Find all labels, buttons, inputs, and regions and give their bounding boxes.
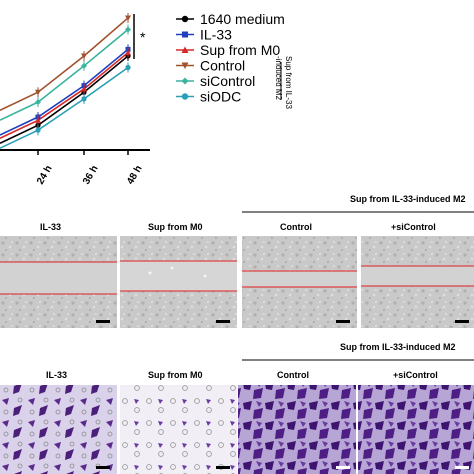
legend-marker <box>181 62 189 69</box>
data-point <box>125 49 131 56</box>
legend-label: Sup from M0 <box>200 42 280 58</box>
data-point <box>81 62 87 69</box>
data-point <box>35 99 41 106</box>
data-point <box>81 85 87 92</box>
wound-image-control <box>242 236 357 328</box>
transwell-label-sicontrol: +siControl <box>393 370 438 380</box>
legend-group-line-2: -induced M2 <box>274 56 283 101</box>
series-markers <box>35 13 131 136</box>
data-point <box>125 64 131 71</box>
legend-marker <box>181 93 189 100</box>
series-line <box>0 28 129 121</box>
transwell-group-header: Sup from IL-33-induced M2 <box>340 342 456 352</box>
transwell-panel: Sup from IL-33-induced M2 IL-33 Sup from… <box>0 342 474 474</box>
data-point <box>35 117 41 123</box>
wound-image-il33 <box>0 236 117 328</box>
transwell-image-sicontrol <box>358 385 474 474</box>
transwell-image-sup-m0 <box>120 385 237 474</box>
legend-label: Control <box>200 58 245 74</box>
data-point <box>125 26 131 33</box>
x-ticks: 24 h 36 h 48 h <box>35 150 145 187</box>
series-line <box>0 52 129 140</box>
wound-label-sup-m0: Sup from M0 <box>148 222 203 232</box>
legend-label: IL-33 <box>200 27 232 43</box>
data-point <box>81 96 87 102</box>
transwell-label-control: Control <box>277 370 309 380</box>
legend-group-line-1: Sup from IL-33 <box>284 56 293 109</box>
significance-marker: * <box>140 29 146 45</box>
data-point <box>125 15 131 21</box>
legend-marker <box>181 46 189 53</box>
transwell-label-sup-m0: Sup from M0 <box>148 370 203 380</box>
legend-marker <box>182 31 188 38</box>
legend-label: 1640 medium <box>200 11 285 27</box>
series-line <box>0 48 129 136</box>
data-point <box>35 89 41 96</box>
x-tick-label: 36 h <box>81 164 101 187</box>
wound-label-control: Control <box>280 222 312 232</box>
wound-healing-panel: Sup from IL-33-induced M2 IL-33 Sup from… <box>0 194 474 328</box>
series-lines <box>0 17 129 149</box>
data-point <box>81 53 87 59</box>
transwell-image-control <box>238 385 356 474</box>
wound-image-sicontrol <box>361 236 474 328</box>
data-point <box>35 127 41 133</box>
transwell-label-il33: IL-33 <box>46 370 67 380</box>
series-line <box>0 55 129 144</box>
wound-label-il33: IL-33 <box>40 222 61 232</box>
wound-group-header: Sup from IL-33-induced M2 <box>350 194 466 204</box>
wound-image-sup-m0 <box>120 236 237 328</box>
legend-marker <box>181 77 189 85</box>
series-line <box>0 66 129 149</box>
series-line <box>0 17 129 111</box>
legend-label: siODC <box>200 89 241 105</box>
x-tick-label: 24 h <box>35 164 55 187</box>
legend-label: siControl <box>200 73 255 89</box>
legend-marker <box>181 15 189 23</box>
legend-group-label: Sup from IL-33 -induced M2 <box>274 56 293 111</box>
x-tick-label: 48 h <box>125 164 145 187</box>
transwell-image-il33 <box>0 385 117 474</box>
wound-label-sicontrol: +siControl <box>391 222 436 232</box>
growth-chart: 24 h 36 h 48 h * <box>0 13 150 187</box>
